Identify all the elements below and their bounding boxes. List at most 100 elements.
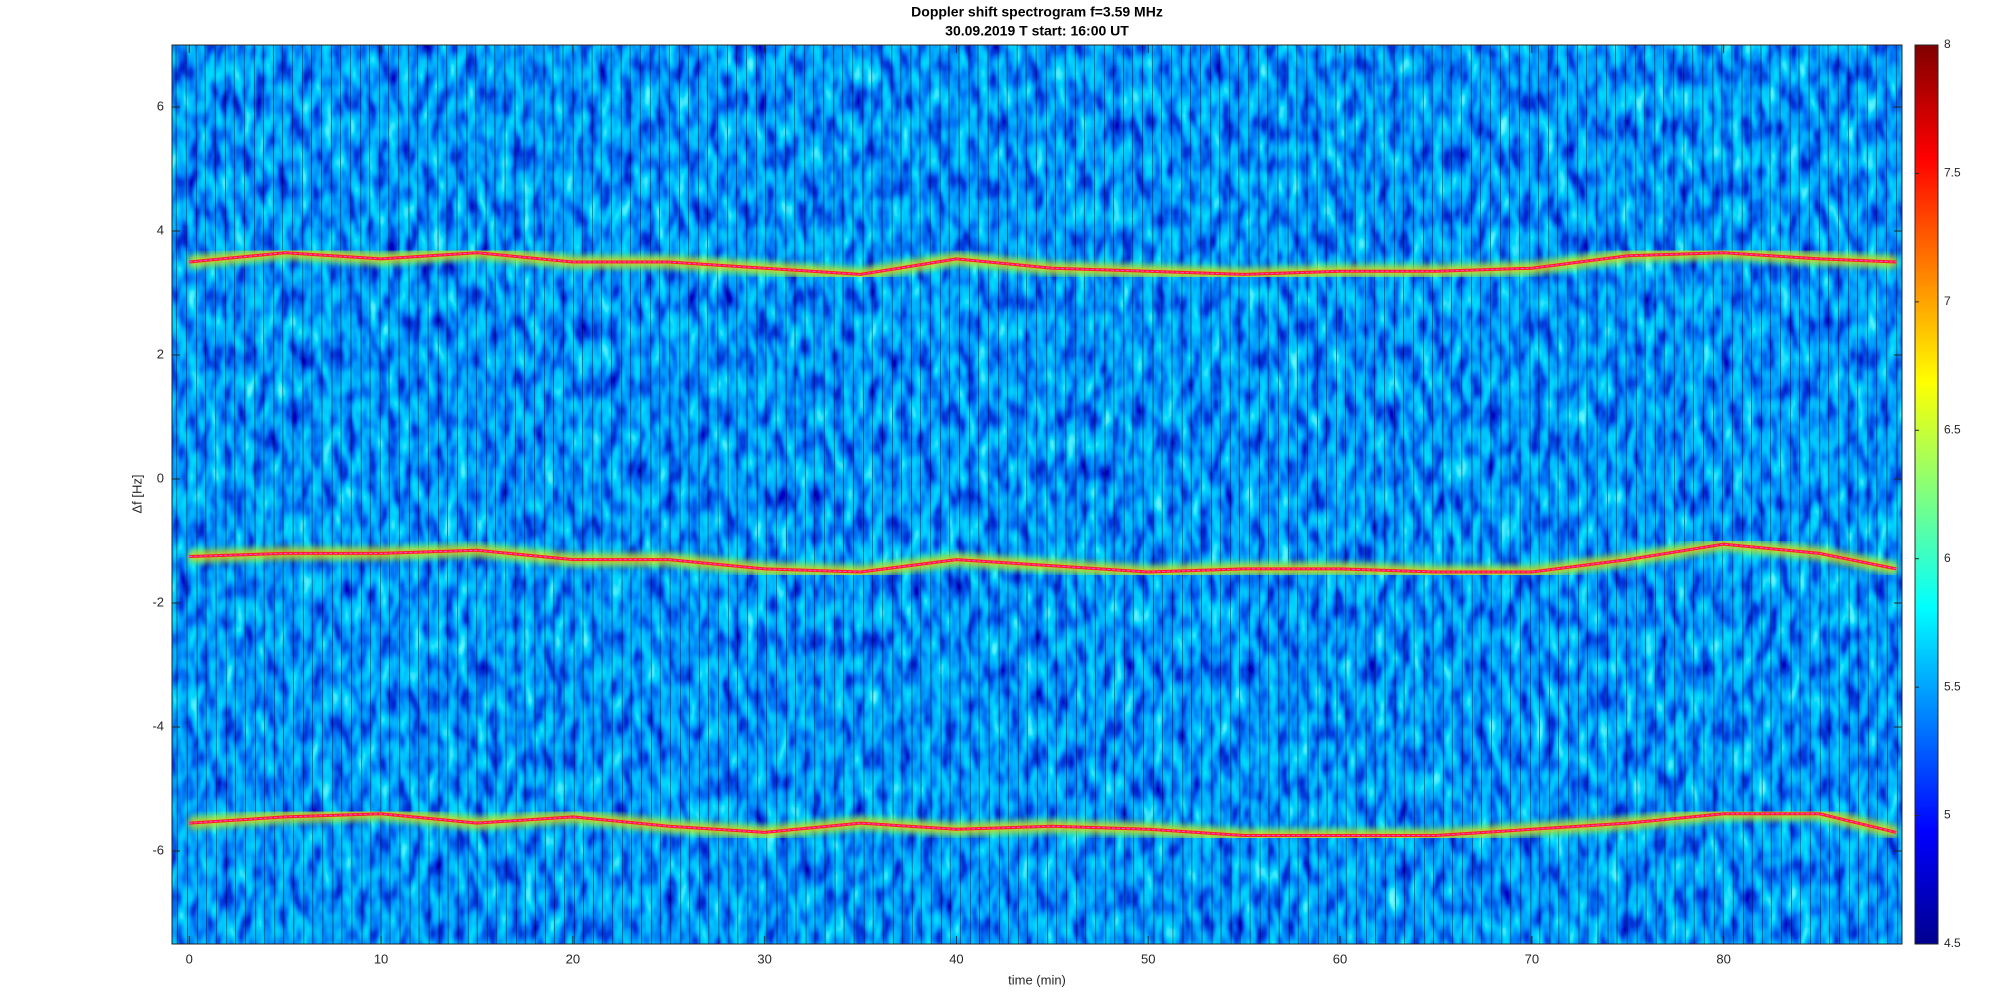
segment-line — [243, 45, 247, 944]
segment-line — [1393, 45, 1396, 944]
segment-line — [842, 45, 845, 944]
segment-line — [1837, 45, 1841, 944]
segment-line — [1635, 45, 1638, 944]
segment-line — [456, 45, 459, 944]
y-tick-label: 4 — [157, 222, 164, 237]
colorbar-tick-label: 6 — [1944, 551, 1951, 565]
segment-line — [475, 45, 478, 944]
segment-line — [1548, 45, 1551, 944]
segment-line — [514, 45, 517, 944]
segment-line — [494, 45, 497, 944]
colorbar-tick-label: 7 — [1944, 294, 1951, 308]
segment-line — [1508, 45, 1512, 944]
segment-line — [466, 45, 469, 944]
segment-line — [629, 45, 633, 944]
segment-line — [1683, 45, 1686, 944]
segment-line — [523, 45, 526, 944]
segment-line — [552, 45, 555, 944]
y-tick-label: 2 — [157, 346, 164, 361]
segment-line — [1779, 45, 1782, 944]
segment-line — [804, 45, 807, 944]
segment-line — [1673, 45, 1676, 944]
segment-line — [1112, 45, 1116, 944]
segment-line — [1210, 45, 1213, 944]
segment-line — [1181, 45, 1184, 944]
segment-line — [1354, 45, 1357, 944]
segment-line — [1654, 45, 1657, 944]
x-axis-label: time (min) — [1008, 972, 1066, 987]
segment-line — [1171, 45, 1174, 944]
segment-line — [1827, 45, 1830, 944]
segment-line — [1499, 45, 1503, 944]
segment-line — [1518, 45, 1522, 944]
colorbar-tick-label: 8 — [1944, 37, 1951, 51]
segment-line — [1373, 45, 1376, 944]
segment-line — [1383, 45, 1386, 944]
segment-line — [1596, 45, 1599, 944]
segment-line — [1054, 45, 1058, 944]
segment-line — [1402, 45, 1405, 944]
segment-line — [1750, 45, 1753, 944]
segment-line — [1267, 45, 1270, 944]
segment-line — [1789, 45, 1792, 944]
segment-line — [1122, 45, 1126, 944]
colorbar-tick-label: 7.5 — [1944, 166, 1961, 180]
segment-line — [1663, 45, 1666, 944]
segment-line — [948, 45, 951, 944]
segment-line — [175, 45, 178, 944]
segment-line — [1161, 45, 1164, 944]
segment-line — [504, 45, 507, 944]
trace-line — [189, 252, 1897, 275]
segment-line — [485, 45, 488, 944]
segment-line — [1431, 45, 1434, 944]
segment-line — [543, 45, 546, 944]
segment-line — [1875, 45, 1879, 944]
segment-line — [716, 45, 720, 944]
segment-line — [1248, 45, 1251, 944]
segment-line — [262, 45, 266, 944]
axes-box — [171, 44, 1903, 945]
x-tick-label: 80 — [1716, 951, 1730, 966]
segment-line — [1567, 45, 1570, 944]
segment-line — [1035, 45, 1039, 944]
segment-line — [1866, 45, 1870, 944]
segment-line — [446, 45, 449, 944]
segment-line — [987, 45, 990, 944]
segment-line — [1296, 45, 1299, 944]
trace-line — [189, 813, 1897, 836]
segment-line — [1025, 45, 1028, 944]
segment-line — [1731, 45, 1734, 944]
segment-line — [1344, 45, 1347, 944]
segment-line — [1712, 45, 1715, 944]
segment-line — [1045, 45, 1049, 944]
segment-line — [620, 45, 624, 944]
segment-line — [1586, 45, 1589, 944]
segment-line — [1219, 45, 1222, 944]
segment-line — [320, 45, 324, 944]
y-tick-label: -6 — [152, 842, 164, 857]
segment-line — [204, 45, 207, 944]
segment-line — [1460, 45, 1464, 944]
segment-line — [706, 45, 710, 944]
segment-line — [1808, 45, 1811, 944]
segment-line — [968, 45, 971, 944]
segment-line — [1441, 45, 1445, 944]
segment-line — [1238, 45, 1241, 944]
colorbar — [1914, 44, 1939, 945]
segment-line — [562, 45, 565, 944]
segment-line — [1306, 45, 1309, 944]
segment-line — [533, 45, 536, 944]
segment-line — [224, 45, 228, 944]
segment-line — [1625, 45, 1628, 944]
segment-line — [697, 45, 701, 944]
segment-line — [1316, 45, 1319, 944]
segment-line — [775, 45, 778, 944]
segment-line — [1200, 45, 1203, 944]
segment-line — [369, 45, 372, 944]
segment-line — [398, 45, 401, 944]
segment-line — [1258, 45, 1261, 944]
segment-line — [1103, 45, 1107, 944]
segment-line — [1277, 45, 1280, 944]
